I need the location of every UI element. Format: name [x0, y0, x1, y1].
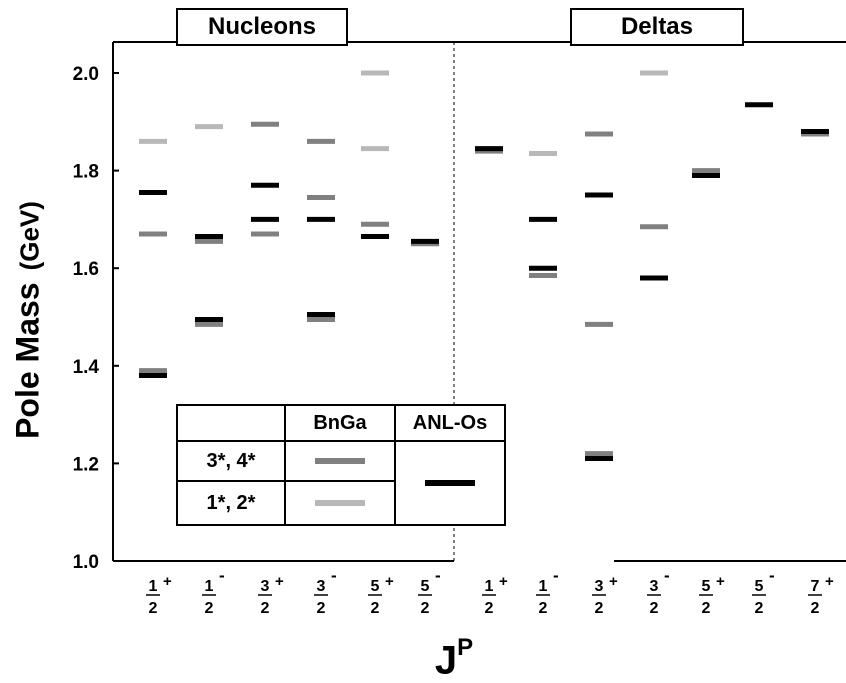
fraction-numerator: 3: [595, 578, 604, 595]
legend-header-anl: ANL-Os: [394, 404, 506, 442]
parity-sign: -: [769, 566, 775, 585]
fraction-denominator: 2: [650, 600, 659, 617]
fraction-denominator: 2: [317, 600, 326, 617]
fraction-numerator: 7: [811, 578, 820, 595]
parity-sign: +: [275, 573, 284, 590]
fraction-denominator: 2: [595, 600, 604, 617]
fraction-denominator: 2: [149, 600, 158, 617]
legend: BnGa ANL-Os 3*, 4* 1*, 2*: [176, 404, 506, 526]
parity-sign: +: [499, 573, 508, 590]
x-tick-label: 3 2-: [314, 566, 337, 617]
fraction-denominator: 2: [539, 600, 548, 617]
x-tick-label: 5 2-: [418, 566, 441, 617]
parity-sign: -: [219, 566, 225, 585]
parity-sign: +: [609, 573, 618, 590]
fraction-numerator: 1: [485, 578, 494, 595]
y-tick-label: 1.0: [73, 552, 99, 573]
fraction-numerator: 1: [539, 578, 548, 595]
legend-swatch-anl: [425, 480, 475, 487]
fraction-denominator: 2: [371, 600, 380, 617]
parity-sign: +: [716, 573, 725, 590]
fraction-denominator: 2: [421, 600, 430, 617]
x-tick-label: 1 2 +: [146, 573, 172, 617]
fraction-denominator: 2: [205, 600, 214, 617]
y-tick-label: 2.0: [73, 64, 99, 85]
parity-sign: -: [553, 566, 559, 585]
parity-sign: +: [825, 573, 834, 590]
x-tick-label: 1 2-: [202, 566, 225, 617]
legend-header-bnga: BnGa: [284, 404, 396, 442]
fraction-denominator: 2: [702, 600, 711, 617]
fraction-numerator: 5: [371, 578, 380, 595]
x-tick-label: 3 2 +: [592, 573, 618, 617]
parity-sign: -: [331, 566, 337, 585]
legend-swatch-34: [315, 458, 365, 465]
parity-sign: -: [435, 566, 441, 585]
legend-row-label-34: 3*, 4*: [176, 440, 286, 482]
fraction-numerator: 3: [317, 578, 326, 595]
fraction-denominator: 2: [755, 600, 764, 617]
fraction-denominator: 2: [485, 600, 494, 617]
fraction-denominator: 2: [811, 600, 820, 617]
legend-row-label-12: 1*, 2*: [176, 480, 286, 526]
x-tick-label: 3 2 +: [258, 573, 284, 617]
panel-title-deltas: Deltas: [570, 8, 744, 46]
x-tick-label: 1 2 +: [482, 573, 508, 617]
y-axis-title: Pole Mass: [9, 282, 46, 439]
fraction-numerator: 1: [149, 578, 158, 595]
y-tick-label: 1.8: [73, 162, 99, 183]
legend-swatch-12: [315, 500, 365, 507]
fraction-numerator: 5: [702, 578, 711, 595]
x-axis-title: J: [434, 638, 458, 683]
panel-title-nucleons: Nucleons: [176, 8, 348, 46]
parity-sign: +: [163, 573, 172, 590]
fraction-denominator: 2: [261, 600, 270, 617]
x-tick-label: 1 2-: [536, 566, 559, 617]
y-axis-unit: (GeV): [14, 201, 45, 271]
legend-cell-bnga-12: [284, 480, 396, 526]
parity-sign: -: [664, 566, 670, 585]
y-tick-label: 1.6: [73, 259, 99, 280]
y-tick-label: 1.4: [73, 357, 100, 378]
x-axis-label: JP: [434, 634, 473, 683]
fraction-numerator: 3: [650, 578, 659, 595]
x-axis-superscript: P: [457, 634, 474, 661]
fraction-numerator: 3: [261, 578, 270, 595]
x-tick-label: 7 2 +: [808, 573, 834, 617]
legend-cell-bnga-34: [284, 440, 396, 482]
x-tick-label: 3 2-: [647, 566, 670, 617]
fraction-numerator: 5: [755, 578, 764, 595]
fraction-numerator: 5: [421, 578, 430, 595]
x-tick-label: 5 2 +: [368, 573, 394, 617]
x-tick-label: 5 2 +: [699, 573, 725, 617]
fraction-numerator: 1: [205, 578, 214, 595]
y-axis-label: Pole Mass (GeV): [10, 201, 47, 439]
legend-corner: [176, 404, 286, 442]
parity-sign: +: [385, 573, 394, 590]
x-tick-label: 5 2-: [752, 566, 775, 617]
legend-cell-anl: [394, 440, 506, 526]
y-tick-label: 1.2: [73, 454, 99, 475]
